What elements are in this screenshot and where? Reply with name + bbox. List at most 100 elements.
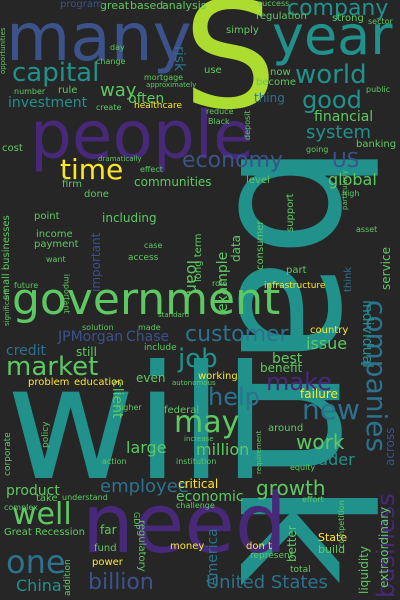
word-america: America: [205, 528, 221, 586]
word-s: S: [183, 0, 277, 142]
word-large: large: [126, 438, 167, 457]
word-understand: understand: [62, 493, 108, 502]
word-data: data: [229, 234, 243, 262]
word-way: way: [100, 80, 137, 101]
word-access: access: [128, 253, 159, 263]
word-challenge: challenge: [176, 501, 215, 510]
word-black: Black: [208, 117, 230, 126]
word-make: make: [266, 368, 332, 396]
word-risk: risk: [171, 46, 187, 72]
word-payment: payment: [34, 239, 79, 250]
word-public: public: [366, 85, 391, 94]
word-investment: investment: [8, 95, 88, 111]
word-important: important: [89, 232, 103, 292]
word-liquidity: liquidity: [357, 546, 371, 594]
word-work: work: [296, 430, 345, 454]
word-approximately: approximately: [146, 81, 197, 89]
word-customer: customer: [185, 322, 289, 347]
word-education: education: [74, 377, 124, 388]
word-time: time: [60, 153, 124, 186]
word-create: create: [96, 103, 122, 112]
word-higher: higher: [116, 403, 142, 412]
word-effort: effort: [302, 495, 324, 504]
word-strong: strong: [332, 13, 364, 24]
word-state: State: [318, 531, 348, 544]
word-banking: banking: [356, 139, 397, 150]
word-job: job: [178, 344, 218, 374]
word-money: money: [170, 541, 205, 552]
word-united-states: United States: [206, 572, 328, 593]
word-addition: addition: [63, 559, 73, 596]
word-high: high: [342, 189, 360, 198]
word-corporate: corporate: [3, 432, 13, 476]
word-point: point: [34, 211, 60, 222]
word-credit: credit: [6, 343, 47, 359]
word-case: case: [144, 241, 163, 250]
word-reduce: reduce: [206, 107, 234, 116]
word-capital: capital: [12, 58, 100, 88]
word-billion: billion: [88, 570, 154, 595]
word-including: including: [102, 211, 157, 225]
word-use: use: [204, 65, 222, 76]
word-total: total: [290, 565, 311, 575]
word-increase: increase: [184, 435, 214, 443]
word-growth: growth: [256, 476, 326, 500]
word-equity: equity: [290, 463, 316, 472]
word-small-businesses: small businesses: [1, 215, 12, 300]
word-critical: critical: [178, 477, 219, 491]
word-system: system: [306, 122, 372, 143]
word-mortgage: mortgage: [144, 73, 184, 82]
word-many: many: [6, 0, 192, 76]
word-support: support: [285, 193, 296, 232]
word-fund: fund: [94, 543, 117, 554]
word-million: million: [196, 440, 250, 459]
word-cost: cost: [2, 143, 23, 154]
word-jpmorgan: JPMorgan: [58, 329, 124, 345]
word-simply: simply: [226, 25, 259, 36]
word-number: number: [14, 87, 46, 96]
word-market: market: [6, 352, 99, 382]
word-country: country: [310, 325, 349, 336]
word-asset: asset: [356, 225, 378, 234]
word-made: made: [138, 323, 161, 332]
word-based: based: [130, 0, 164, 12]
word-financial: financial: [314, 109, 374, 125]
word-standard: standard: [158, 311, 190, 319]
word-dont: don t: [246, 541, 272, 552]
word-power: power: [92, 557, 123, 568]
word-government: government: [12, 274, 281, 325]
word-great-recession: Great Recession: [4, 527, 85, 538]
word-across: across: [383, 427, 397, 466]
word-year: year: [272, 4, 393, 67]
word-important-two: important: [62, 274, 71, 314]
word-regulation: regulation: [256, 11, 307, 22]
word-program: program: [60, 0, 103, 10]
word-consumer: consumer: [255, 220, 266, 270]
word-well: well: [12, 497, 72, 532]
word-action: action: [102, 457, 127, 466]
word-particularly: particularly: [341, 170, 349, 210]
word-chase: Chase: [126, 329, 170, 345]
word-communities: communities: [134, 175, 212, 189]
word-policy: policy: [41, 421, 51, 449]
word-help: help: [208, 383, 260, 411]
word-solution: solution: [82, 323, 114, 332]
word-deposit: deposit: [243, 110, 252, 141]
word-take: take: [36, 493, 58, 504]
word-great: great: [100, 0, 130, 12]
word-part: part: [286, 265, 307, 276]
word-think: think: [343, 266, 354, 292]
word-may: may: [174, 405, 240, 440]
word-institution: institution: [176, 457, 217, 466]
word-global: global: [328, 170, 377, 189]
word-leader: leader: [304, 450, 355, 469]
word-complex: complex: [4, 503, 38, 512]
word-day: day: [110, 43, 125, 52]
word-success: success: [258, 0, 290, 8]
word-include: include: [144, 343, 177, 353]
word-even: even: [136, 371, 166, 385]
word-best: best: [272, 351, 303, 367]
word-rule: rule: [58, 85, 78, 96]
word-company: company: [287, 0, 389, 21]
